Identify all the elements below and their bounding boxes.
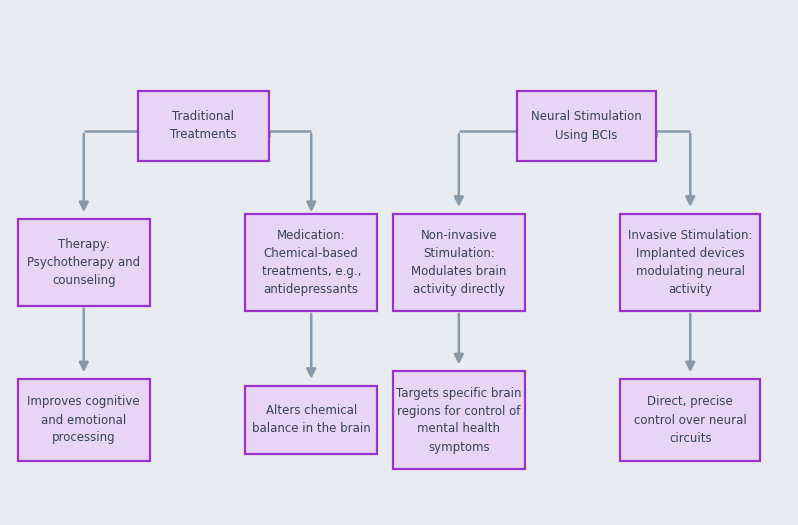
Text: Alters chemical
balance in the brain: Alters chemical balance in the brain [252,404,370,436]
FancyBboxPatch shape [246,214,377,311]
FancyBboxPatch shape [620,214,760,311]
Text: Direct, precise
control over neural
circuits: Direct, precise control over neural circ… [634,395,747,445]
FancyBboxPatch shape [516,90,656,162]
Text: Traditional
Treatments: Traditional Treatments [170,110,237,142]
FancyBboxPatch shape [620,379,760,461]
Text: Medication:
Chemical-based
treatments, e.g.,
antidepressants: Medication: Chemical-based treatments, e… [262,229,361,296]
FancyBboxPatch shape [393,372,524,468]
FancyBboxPatch shape [18,219,150,306]
FancyBboxPatch shape [137,90,270,162]
FancyBboxPatch shape [393,214,524,311]
FancyBboxPatch shape [246,386,377,454]
Text: Therapy:
Psychotherapy and
counseling: Therapy: Psychotherapy and counseling [27,238,140,287]
Text: Invasive Stimulation:
Implanted devices
modulating neural
activity: Invasive Stimulation: Implanted devices … [628,229,753,296]
Text: Neural Stimulation
Using BCIs: Neural Stimulation Using BCIs [531,110,642,142]
Text: Improves cognitive
and emotional
processing: Improves cognitive and emotional process… [27,395,140,445]
Text: Targets specific brain
regions for control of
mental health
symptoms: Targets specific brain regions for contr… [396,386,522,454]
Text: Non-invasive
Stimulation:
Modulates brain
activity directly: Non-invasive Stimulation: Modulates brai… [411,229,507,296]
FancyBboxPatch shape [18,379,150,461]
